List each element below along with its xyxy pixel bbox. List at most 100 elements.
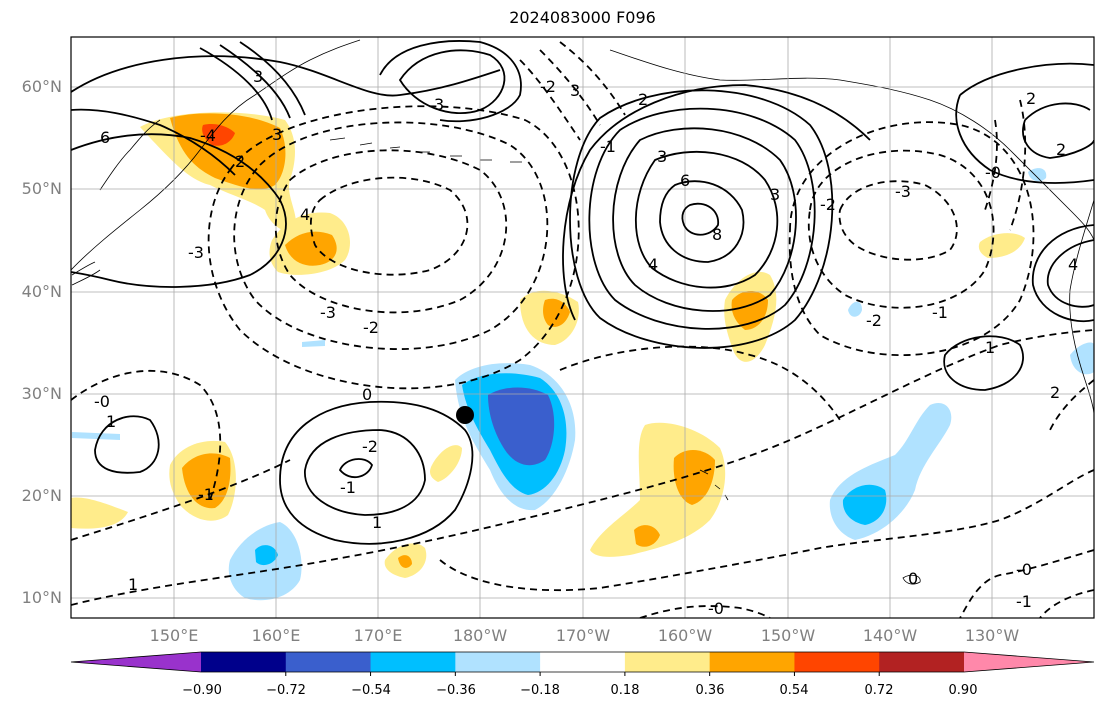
lat-label: 40°N	[21, 282, 62, 301]
colorbar-segment	[879, 652, 965, 672]
contour-label: -1	[340, 478, 356, 497]
aleutian-islands	[329, 137, 522, 163]
location-marker	[456, 406, 474, 424]
negative-contour	[71, 329, 1094, 606]
colorbar-segment	[709, 652, 795, 672]
negative-contour-layer	[71, 41, 1094, 618]
contour-label: 1	[985, 338, 995, 357]
lon-label: 150°W	[760, 626, 816, 645]
negative-shading-region	[842, 484, 887, 525]
colorbar	[70, 651, 1095, 676]
contour-label: -1	[600, 137, 616, 156]
contour-label: -1	[198, 485, 214, 504]
negative-contour	[838, 180, 958, 261]
lake-shape	[902, 574, 921, 585]
contour-label: -3	[895, 182, 911, 201]
japan-coastline	[71, 261, 101, 286]
colorbar-tick-label: −0.18	[520, 683, 560, 698]
positive-contour	[562, 84, 871, 321]
negative-shading-region	[255, 545, 278, 566]
positive-contour	[659, 180, 745, 263]
lat-label: 60°N	[21, 77, 62, 96]
colorbar-outline	[70, 651, 1095, 673]
negative-contour	[439, 469, 1094, 592]
positive-contour	[1022, 102, 1094, 159]
kamchatka-coastline	[99, 119, 161, 191]
lon-label: 180°W	[452, 626, 508, 645]
positive-contour	[279, 400, 474, 545]
contour-label: -2	[866, 311, 882, 330]
colorbar-tick-label: 0.90	[948, 683, 978, 698]
positive-contour	[304, 429, 426, 516]
contour-label: -2	[820, 195, 836, 214]
positive-contour	[379, 40, 522, 123]
contour-label: -3	[320, 303, 336, 322]
colorbar-tick-label: −0.36	[436, 683, 476, 698]
positive-shading-region	[285, 231, 337, 266]
contour-label: 2	[1026, 89, 1036, 108]
negative-shading-region	[72, 432, 120, 440]
contour-label: 3	[770, 185, 780, 204]
positive-contour	[955, 62, 1094, 184]
contour-label: -2	[540, 77, 556, 96]
positive-contour	[588, 107, 816, 330]
negative-contour	[959, 549, 1094, 618]
shading-layer	[71, 112, 1094, 601]
contour-label: 6	[100, 128, 110, 147]
contour-layer	[71, 40, 1094, 545]
contour-label: 0	[908, 569, 918, 588]
negative-shading-region	[1070, 342, 1094, 375]
contour-label: 2	[1050, 383, 1060, 402]
coastlines	[71, 39, 1094, 585]
contour-label: -2	[362, 437, 378, 456]
north-america-coastline	[1069, 199, 1094, 416]
contour-label: 2	[638, 90, 648, 109]
contour-label: -1	[1016, 592, 1032, 611]
contour-label: 4	[648, 255, 658, 274]
positive-contour	[71, 55, 501, 97]
negative-contour	[233, 121, 549, 350]
lon-label: 160°W	[657, 626, 713, 645]
negative-contour	[1039, 589, 1094, 618]
contour-label: 6	[680, 171, 690, 190]
lon-label: 160°E	[251, 626, 301, 645]
lon-label: 140°W	[862, 626, 918, 645]
positive-contour	[94, 415, 160, 474]
negative-contour	[519, 41, 626, 141]
contour-label: 3	[434, 95, 444, 114]
lon-label: 130°W	[964, 626, 1020, 645]
colorbar-segment	[540, 652, 626, 672]
negative-contour	[984, 99, 1027, 231]
contour-label: 3	[570, 81, 580, 100]
contour-label: 0	[362, 385, 372, 404]
contour-label: -0	[708, 599, 724, 618]
map-title: 2024083000 F096	[509, 8, 656, 27]
contour-label: -0	[94, 392, 110, 411]
positive-contour	[398, 49, 506, 115]
contour-label: -0	[1016, 560, 1032, 579]
positive-contour	[71, 108, 236, 176]
contour-label: 1	[128, 575, 138, 594]
colorbar-segment	[285, 652, 372, 672]
negative-contour	[207, 105, 580, 390]
colorbar-tick-label: 0.18	[610, 683, 640, 698]
colorbar-tick-label: 0.72	[864, 683, 894, 698]
positive-contour	[199, 41, 306, 121]
alaska-coastline	[609, 49, 1094, 241]
colorbar-segment	[71, 652, 201, 672]
colorbar-segment	[964, 652, 1094, 672]
lat-label: 50°N	[21, 179, 62, 198]
positive-shading-region	[202, 123, 235, 146]
colorbar-segment	[370, 652, 456, 672]
positive-contour	[338, 458, 373, 479]
contour-label: 1	[372, 513, 382, 532]
lon-label: 170°W	[555, 626, 611, 645]
contour-label: 2	[235, 152, 245, 171]
positive-contour	[1046, 239, 1094, 308]
positive-contour	[612, 127, 797, 312]
positive-contour	[634, 150, 779, 289]
lat-label: 30°N	[21, 384, 62, 403]
colorbar-segment	[794, 652, 880, 672]
positive-contour	[569, 89, 834, 349]
